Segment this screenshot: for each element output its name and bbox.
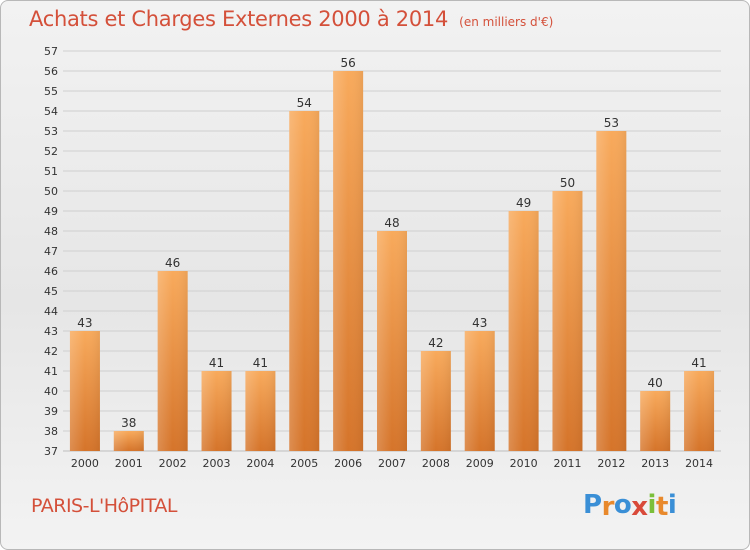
y-tick-label: 49	[44, 205, 58, 218]
y-tick-label: 47	[44, 245, 58, 258]
logo-letter: r	[601, 492, 615, 522]
y-tick-label: 39	[44, 405, 58, 418]
bar-shade-2013	[640, 391, 671, 451]
bars	[69, 71, 715, 451]
y-tick-label: 38	[44, 425, 58, 438]
data-labels: 43 38 46 41 41 54 56 48 42 43 49 50 53 40 41	[77, 56, 706, 430]
logo-letter: P	[583, 490, 602, 520]
x-tick-label-2008: 2008	[422, 457, 450, 470]
x-tick-label-2012: 2012	[597, 457, 625, 470]
data-label-2013: 40	[648, 376, 663, 390]
place-name: PARIS-L'HôPITAL	[31, 495, 177, 517]
data-label-2008: 42	[428, 336, 443, 350]
x-tick-label-2007: 2007	[378, 457, 406, 470]
y-tick-label: 37	[44, 445, 58, 458]
y-tick-label: 41	[44, 365, 58, 378]
logo-letter: o	[613, 490, 632, 520]
x-tick-label-2014: 2014	[685, 457, 713, 470]
data-label-2001: 38	[121, 416, 136, 430]
logo-letter: t	[655, 492, 668, 522]
x-tick-label-2004: 2004	[246, 457, 274, 470]
y-tick-label: 44	[44, 305, 58, 318]
bar-shade-2005	[289, 111, 320, 451]
bar-shade-2014	[684, 371, 715, 451]
y-tick-label: 40	[44, 385, 58, 398]
bar-shade-2002	[157, 271, 188, 451]
data-label-2012: 53	[604, 116, 619, 130]
data-label-2006: 56	[340, 56, 355, 70]
data-label-2004: 41	[253, 356, 268, 370]
chart-title: Achats et Charges Externes 2000 à 2014	[29, 7, 449, 31]
bar-shade-2009	[464, 331, 495, 451]
chart-subtitle: (en milliers d'€)	[459, 15, 554, 29]
logo-letter: x	[631, 492, 648, 522]
y-tick-label: 57	[44, 45, 58, 58]
y-tick-label: 51	[44, 165, 58, 178]
x-axis-tick-labels: 2000 2001 2002 2003 2004 2005 2006 2007 2008 2009…	[71, 457, 713, 470]
data-label-2003: 41	[209, 356, 224, 370]
y-tick-label: 43	[44, 325, 58, 338]
x-tick-label-2011: 2011	[553, 457, 581, 470]
x-tick-label-2013: 2013	[641, 457, 669, 470]
data-label-2010: 49	[516, 196, 531, 210]
bar-shade-2011	[552, 191, 583, 451]
data-label-2002: 46	[165, 256, 180, 270]
logo-letter: i	[667, 490, 677, 520]
y-tick-label: 52	[44, 145, 58, 158]
bar-shade-2004	[245, 371, 276, 451]
x-tick-label-2005: 2005	[290, 457, 318, 470]
data-label-2000: 43	[77, 316, 92, 330]
y-tick-label: 54	[44, 105, 58, 118]
y-tick-label: 42	[44, 345, 58, 358]
logo-letter: i	[647, 490, 657, 520]
data-label-2014: 41	[691, 356, 706, 370]
y-tick-label: 46	[44, 265, 58, 278]
bar-shade-2000	[69, 331, 100, 451]
x-tick-label-2010: 2010	[510, 457, 538, 470]
x-tick-label-2009: 2009	[466, 457, 494, 470]
x-tick-label-2001: 2001	[115, 457, 143, 470]
y-tick-label: 48	[44, 225, 58, 238]
y-tick-label: 50	[44, 185, 58, 198]
data-label-2011: 50	[560, 176, 575, 190]
x-tick-label-2000: 2000	[71, 457, 99, 470]
proxiti-logo: Proxiti	[583, 490, 677, 522]
data-label-2009: 43	[472, 316, 487, 330]
x-tick-label-2002: 2002	[159, 457, 187, 470]
chart-header: Achats et Charges Externes 2000 à 2014 (…	[29, 7, 553, 31]
bar-shade-2007	[377, 231, 407, 451]
x-tick-label-2006: 2006	[334, 457, 362, 470]
bar-shade-2003	[201, 371, 232, 451]
y-tick-label: 53	[44, 125, 58, 138]
bar-shade-2012	[596, 131, 627, 451]
data-label-2005: 54	[297, 96, 312, 110]
bar-shade-2006	[333, 71, 364, 451]
y-tick-label: 55	[44, 85, 58, 98]
data-label-2007: 48	[384, 216, 399, 230]
y-tick-label: 56	[44, 65, 58, 78]
bar-shade-2010	[508, 211, 539, 451]
x-tick-label-2003: 2003	[203, 457, 231, 470]
bar-shade-2008	[420, 351, 451, 451]
bar-shade-2001	[113, 431, 144, 451]
y-tick-label: 45	[44, 285, 58, 298]
y-axis-tick-labels: 37 38 39 40 41 42 43 44 45 46 47 48 49 50 51 52 53 54 55 56…	[44, 45, 58, 458]
